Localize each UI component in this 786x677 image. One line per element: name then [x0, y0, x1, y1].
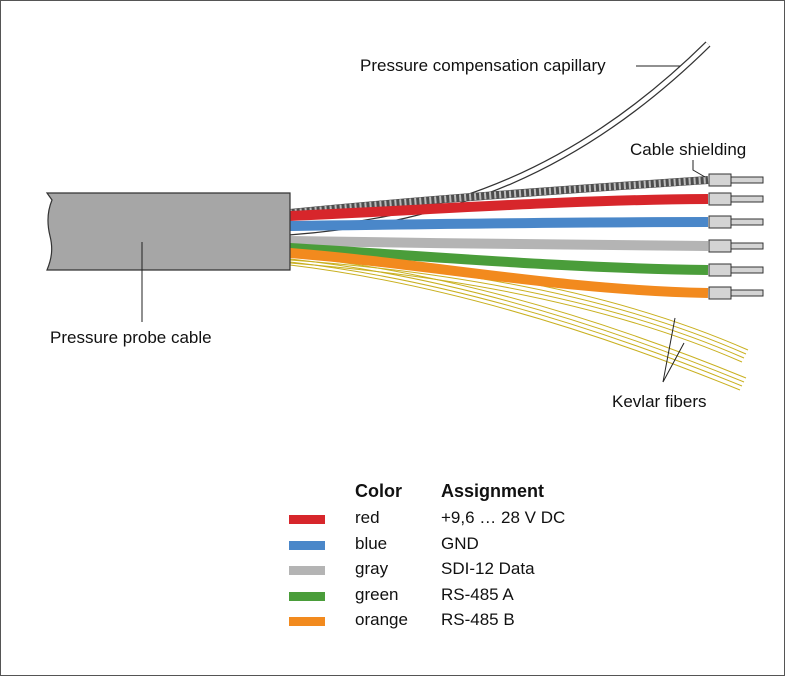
probe-cable-jacket — [45, 192, 291, 271]
legend-row: blue GND — [289, 534, 649, 558]
legend-color-name: red — [355, 508, 380, 527]
legend-assignment: RS-485 A — [441, 584, 514, 604]
legend-row: orange RS-485 B — [289, 610, 649, 634]
legend-color-name: blue — [355, 533, 388, 553]
legend-row: red +9,6 … 28 V DC — [289, 508, 649, 532]
red-wire — [289, 194, 709, 221]
color-swatch — [289, 617, 325, 626]
shielding-label: Cable shielding — [630, 140, 747, 159]
ferrule-gray — [708, 239, 764, 253]
legend-color-name: orange — [355, 610, 408, 629]
color-swatch — [289, 540, 325, 550]
legend-row: green RS-485 A — [289, 585, 649, 609]
legend-header-assignment: Assignment — [441, 481, 545, 501]
orange-wire — [289, 248, 709, 298]
capillary-label: Pressure compensation capillary — [360, 56, 606, 75]
ferrule-green — [708, 263, 764, 277]
probe-cable-label: Pressure probe cable — [50, 328, 212, 347]
legend-assignment: GND — [441, 533, 479, 553]
shield-braid — [289, 176, 709, 217]
legend-color-name: gray — [355, 559, 389, 578]
legend-assignment: RS-485 B — [441, 610, 515, 629]
kevlar-label: Kevlar fibers — [612, 392, 707, 411]
color-swatch — [289, 591, 325, 601]
ferrule-orange — [708, 286, 764, 300]
color-swatch — [289, 515, 325, 524]
legend-assignment: SDI-12 Data — [441, 559, 535, 578]
green-wire — [289, 243, 709, 275]
gray-wire — [289, 236, 709, 251]
wire-ferrules — [708, 173, 764, 300]
legend-assignment: +9,6 … 28 V DC — [441, 508, 566, 527]
leader-lines — [141, 65, 706, 383]
color-swatch — [289, 566, 325, 575]
legend-row: gray SDI-12 Data — [289, 559, 649, 583]
ferrule-red — [708, 192, 764, 206]
legend-color-name: green — [355, 584, 399, 604]
legend-header-color: Color — [355, 481, 402, 501]
ferrule-shield — [708, 173, 764, 187]
ferrule-blue — [708, 215, 764, 229]
blue-wire — [289, 217, 709, 231]
